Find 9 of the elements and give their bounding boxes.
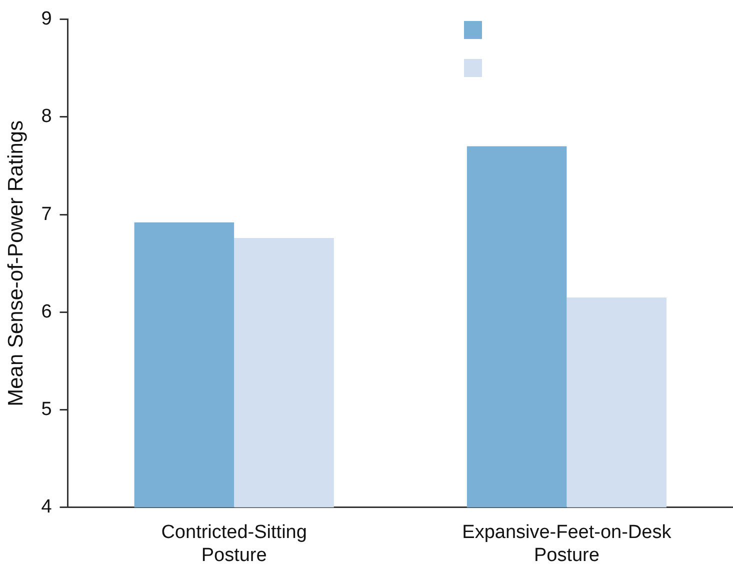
- y-tick-label: 6: [41, 301, 52, 322]
- y-tick-label: 7: [41, 204, 52, 225]
- y-tick-label: 4: [41, 496, 52, 518]
- y-tick-label: 5: [41, 399, 52, 420]
- y-tick-label: 8: [41, 106, 52, 128]
- x-tick-label: Contricted-Sitting Posture: [161, 522, 307, 566]
- y-axis-title: Mean Sense-of-Power Ratings: [4, 120, 28, 406]
- x-tick-label: Expansive-Feet-on-Desk Posture: [462, 522, 672, 566]
- y-tick-label: 9: [41, 8, 52, 30]
